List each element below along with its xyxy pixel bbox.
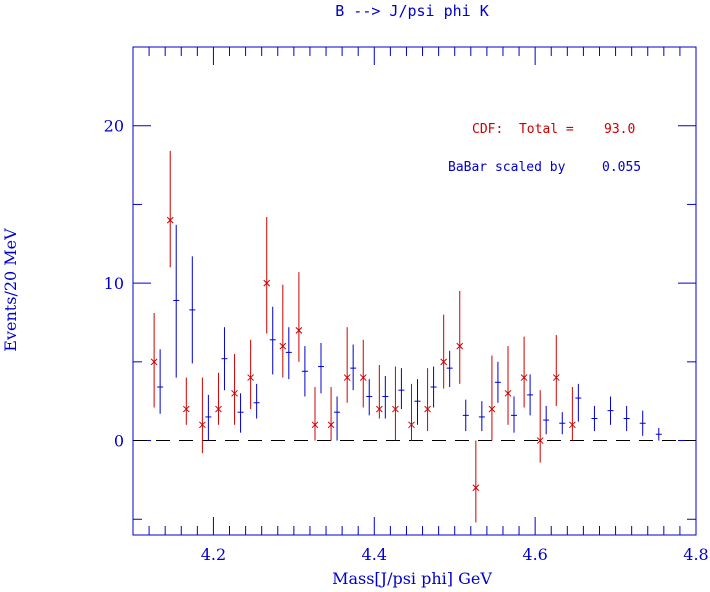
babar-scale-value: 0.055	[602, 160, 641, 175]
cdf-point-marker	[488, 405, 496, 413]
cdf-point-marker	[295, 327, 303, 334]
chart-title: B --> J/psi phi K	[335, 2, 489, 20]
cdf-point-marker	[504, 389, 512, 397]
cdf-point-marker	[552, 374, 560, 381]
axis-ticks	[132, 46, 697, 535]
plot-border	[132, 46, 697, 536]
series-cdf	[150, 150, 576, 523]
cdf-point-marker	[150, 358, 158, 366]
cdf-point-marker	[424, 405, 431, 413]
cdf-point-marker	[569, 421, 576, 429]
cdf-point-marker	[215, 405, 222, 413]
y-tick-label: 20	[104, 117, 124, 136]
cdf-total-value: 93.0	[604, 122, 635, 137]
x-tick-label: 4.6	[522, 545, 547, 564]
cdf-total-label: CDF: Total =	[472, 122, 574, 137]
plot-frame	[132, 46, 697, 536]
cdf-point-marker	[472, 484, 480, 492]
cdf-point-marker	[392, 405, 399, 413]
cdf-point-marker	[247, 374, 254, 381]
cdf-point-marker	[231, 389, 238, 397]
cdf-point-marker	[359, 374, 367, 381]
cdf-point-marker	[279, 342, 287, 350]
x-tick-label: 4.4	[362, 545, 387, 564]
x-tick-label: 4.2	[201, 545, 226, 564]
cdf-point-marker	[182, 405, 190, 413]
y-axis-label: Events/20 MeV	[1, 228, 20, 352]
cdf-point-marker	[520, 374, 528, 381]
y-tick-label: 0	[114, 432, 124, 451]
x-tick-label: 4.8	[683, 545, 708, 564]
cdf-point-marker	[327, 421, 335, 429]
cdf-point-marker	[199, 421, 206, 429]
cdf-point-marker	[311, 421, 319, 429]
cdf-point-marker	[263, 279, 271, 287]
x-axis-label: Mass[J/psi phi] GeV	[332, 569, 492, 588]
cdf-point-marker	[166, 216, 174, 224]
cdf-point-marker	[408, 421, 415, 429]
cdf-point-marker	[440, 358, 448, 366]
babar-scale-label: BaBar scaled by	[448, 160, 566, 175]
y-tick-label: 10	[104, 274, 124, 293]
series-babar	[157, 224, 662, 441]
cdf-point-marker	[343, 374, 351, 381]
axis-tick-labels: 4.2 4.4 4.6 4.8 0 10 20	[104, 117, 709, 564]
cdf-point-marker	[536, 437, 544, 444]
cdf-point-marker	[375, 405, 383, 413]
cdf-point-marker	[456, 342, 464, 350]
